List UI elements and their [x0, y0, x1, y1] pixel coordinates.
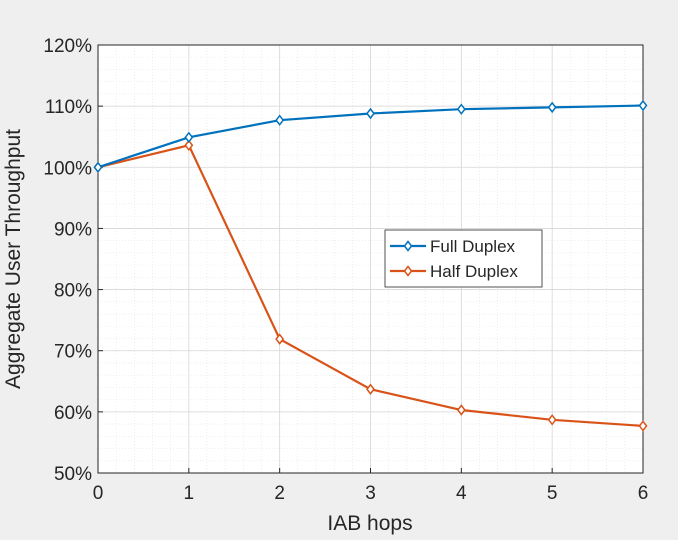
y-tick-label: 70% — [54, 342, 92, 363]
series-half-duplex — [93, 139, 648, 432]
data-point-marker — [93, 161, 103, 174]
x-tick-label: 1 — [184, 483, 195, 504]
y-tick-label: 120% — [43, 36, 92, 57]
x-tick-label: 4 — [456, 483, 467, 504]
legend-marker — [403, 240, 413, 252]
x-tick-label: 3 — [365, 483, 376, 504]
y-axis-label: Aggregate User Throughput — [2, 129, 25, 389]
data-point-marker — [456, 103, 466, 115]
y-tick-label: 60% — [54, 403, 92, 424]
legend-item: Half Duplex — [390, 262, 518, 281]
data-point-marker — [456, 404, 466, 416]
data-point-marker — [275, 333, 285, 345]
y-tick-label: 50% — [54, 464, 92, 485]
data-point-marker — [547, 101, 557, 114]
x-axis-label: IAB hops — [327, 512, 412, 535]
y-tick-label: 110% — [45, 97, 92, 118]
y-tick-label: 100% — [43, 158, 92, 179]
legend-item: Full Duplex — [390, 237, 516, 256]
x-tick-label: 2 — [274, 483, 285, 504]
legend-label: Half Duplex — [430, 262, 518, 281]
legend-box — [384, 229, 543, 288]
data-point-marker — [638, 420, 648, 432]
data-point-marker — [184, 139, 194, 151]
x-tick-label: 5 — [547, 483, 558, 504]
y-tick-label: 90% — [54, 219, 92, 240]
x-tick-label: 0 — [93, 483, 104, 504]
data-point-marker — [547, 414, 557, 426]
legend-label: Full Duplex — [430, 237, 516, 256]
x-tick-label: 6 — [638, 483, 649, 504]
y-tick-label: 80% — [54, 281, 92, 302]
data-point-marker — [638, 99, 648, 112]
data-point-marker — [366, 383, 375, 395]
data-point-marker — [184, 131, 194, 144]
legend: Full Duplex Half Duplex — [384, 229, 543, 288]
series-full-duplex — [93, 99, 648, 174]
legend-marker — [403, 265, 413, 277]
data-point-marker — [275, 114, 285, 126]
data-point-marker — [366, 107, 375, 120]
